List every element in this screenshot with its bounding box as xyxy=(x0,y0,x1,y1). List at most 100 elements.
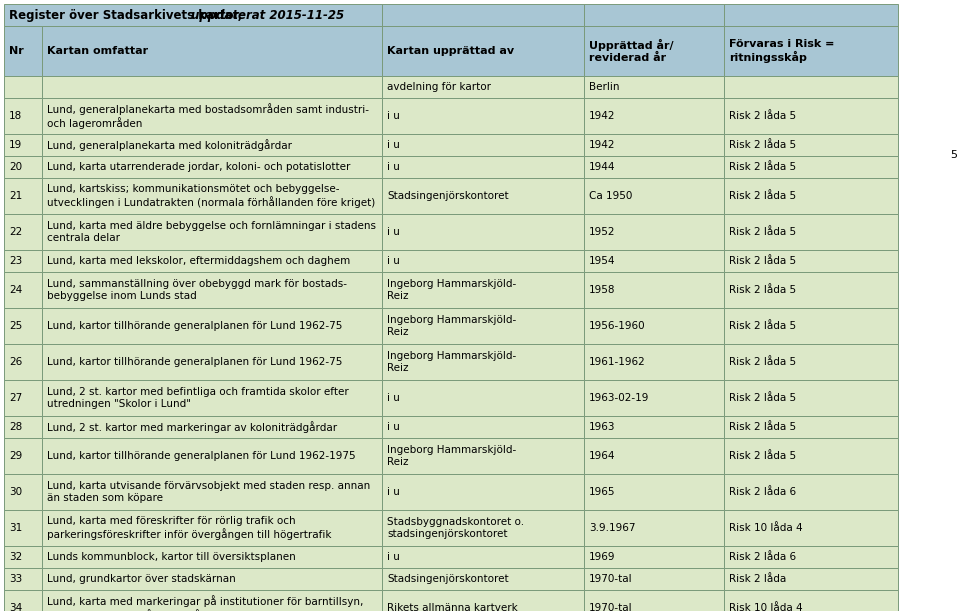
Text: Risk 2 låda 5: Risk 2 låda 5 xyxy=(729,321,796,331)
Text: 18: 18 xyxy=(9,111,22,121)
Text: i u: i u xyxy=(387,227,400,237)
Bar xyxy=(4,76,42,98)
Bar xyxy=(382,26,584,76)
Text: Lund, kartor tillhörande generalplanen för Lund 1962-1975: Lund, kartor tillhörande generalplanen f… xyxy=(47,451,355,461)
Text: Ca 1950: Ca 1950 xyxy=(589,191,633,201)
Bar xyxy=(724,4,898,26)
Bar xyxy=(42,134,382,156)
Text: Stadsingenjörskontoret: Stadsingenjörskontoret xyxy=(387,574,509,584)
Text: Risk 2 låda 5: Risk 2 låda 5 xyxy=(729,111,796,121)
Bar xyxy=(584,546,724,568)
Text: 1963: 1963 xyxy=(589,422,615,432)
Text: Risk 2 låda 5: Risk 2 låda 5 xyxy=(729,191,796,201)
Bar xyxy=(42,438,382,474)
Bar xyxy=(382,156,584,178)
Text: 24: 24 xyxy=(9,285,22,295)
Bar xyxy=(584,98,724,134)
Text: 1961-1962: 1961-1962 xyxy=(589,357,646,367)
Text: Kartan omfattar: Kartan omfattar xyxy=(47,46,148,56)
Text: Risk 2 låda 5: Risk 2 låda 5 xyxy=(729,451,796,461)
Bar xyxy=(4,272,42,308)
Bar xyxy=(584,416,724,438)
Text: Lund, grundkartor över stadskärnan: Lund, grundkartor över stadskärnan xyxy=(47,574,236,584)
Bar xyxy=(584,568,724,590)
Bar xyxy=(584,76,724,98)
Text: Risk 2 låda: Risk 2 låda xyxy=(729,574,786,584)
Bar xyxy=(584,250,724,272)
Bar xyxy=(724,250,898,272)
Bar xyxy=(382,308,584,344)
Text: i u: i u xyxy=(387,111,400,121)
Text: 25: 25 xyxy=(9,321,22,331)
Bar xyxy=(42,76,382,98)
Text: 1942: 1942 xyxy=(589,140,615,150)
Text: 34: 34 xyxy=(9,603,22,611)
Bar xyxy=(42,590,382,611)
Bar xyxy=(42,308,382,344)
Text: Ingeborg Hammarskjöld-
Reiz: Ingeborg Hammarskjöld- Reiz xyxy=(387,315,516,337)
Text: Lund, 2 st. kartor med befintliga och framtida skolor efter
utredningen "Skolor : Lund, 2 st. kartor med befintliga och fr… xyxy=(47,387,348,409)
Text: 1954: 1954 xyxy=(589,256,615,266)
Bar xyxy=(382,380,584,416)
Text: 29: 29 xyxy=(9,451,22,461)
Text: 1956-1960: 1956-1960 xyxy=(589,321,646,331)
Text: Risk 2 låda 5: Risk 2 låda 5 xyxy=(729,357,796,367)
Text: Register över Stadsarkivets kartor,: Register över Stadsarkivets kartor, xyxy=(9,9,247,21)
Text: 33: 33 xyxy=(9,574,22,584)
Text: Risk 2 låda 5: Risk 2 låda 5 xyxy=(729,285,796,295)
Bar xyxy=(42,26,382,76)
Bar xyxy=(584,272,724,308)
Text: Lund, kartor tillhörande generalplanen för Lund 1962-75: Lund, kartor tillhörande generalplanen f… xyxy=(47,321,343,331)
Text: Rikets allmänna kartverk: Rikets allmänna kartverk xyxy=(387,603,517,611)
Bar xyxy=(382,134,584,156)
Text: 1944: 1944 xyxy=(589,162,615,172)
Bar xyxy=(724,134,898,156)
Bar xyxy=(42,380,382,416)
Bar xyxy=(4,590,42,611)
Bar xyxy=(724,380,898,416)
Bar xyxy=(42,272,382,308)
Bar xyxy=(4,134,42,156)
Bar xyxy=(4,26,42,76)
Text: Förvaras i Risk =
ritningsskåp: Förvaras i Risk = ritningsskåp xyxy=(729,39,834,63)
Text: Nr: Nr xyxy=(9,46,24,56)
Text: 1969: 1969 xyxy=(589,552,615,562)
Text: Lund, generalplanekarta med bostadsområden samt industri-
och lagerområden: Lund, generalplanekarta med bostadsområd… xyxy=(47,103,369,129)
Bar xyxy=(382,546,584,568)
Bar xyxy=(382,344,584,380)
Bar xyxy=(4,178,42,214)
Text: 1963-02-19: 1963-02-19 xyxy=(589,393,649,403)
Bar xyxy=(724,438,898,474)
Bar xyxy=(584,380,724,416)
Bar xyxy=(382,272,584,308)
Bar xyxy=(42,568,382,590)
Text: i u: i u xyxy=(387,552,400,562)
Bar xyxy=(382,474,584,510)
Bar xyxy=(584,474,724,510)
Text: 1958: 1958 xyxy=(589,285,615,295)
Bar xyxy=(382,510,584,546)
Bar xyxy=(724,214,898,250)
Text: 27: 27 xyxy=(9,393,22,403)
Text: Risk 2 låda 6: Risk 2 låda 6 xyxy=(729,487,796,497)
Text: i u: i u xyxy=(387,393,400,403)
Text: 1952: 1952 xyxy=(589,227,615,237)
Bar xyxy=(724,26,898,76)
Text: 28: 28 xyxy=(9,422,22,432)
Text: Risk 2 låda 5: Risk 2 låda 5 xyxy=(729,422,796,432)
Bar xyxy=(724,590,898,611)
Text: Risk 2 låda 5: Risk 2 låda 5 xyxy=(729,162,796,172)
Bar xyxy=(584,214,724,250)
Bar xyxy=(584,178,724,214)
Text: uppdaterat 2015-11-25: uppdaterat 2015-11-25 xyxy=(191,9,344,21)
Bar xyxy=(584,308,724,344)
Bar xyxy=(584,4,724,26)
Text: Risk 2 låda 5: Risk 2 låda 5 xyxy=(729,256,796,266)
Bar xyxy=(724,156,898,178)
Bar xyxy=(724,178,898,214)
Bar xyxy=(724,344,898,380)
Bar xyxy=(724,510,898,546)
Text: 3.9.1967: 3.9.1967 xyxy=(589,523,636,533)
Bar xyxy=(42,178,382,214)
Text: 1965: 1965 xyxy=(589,487,615,497)
